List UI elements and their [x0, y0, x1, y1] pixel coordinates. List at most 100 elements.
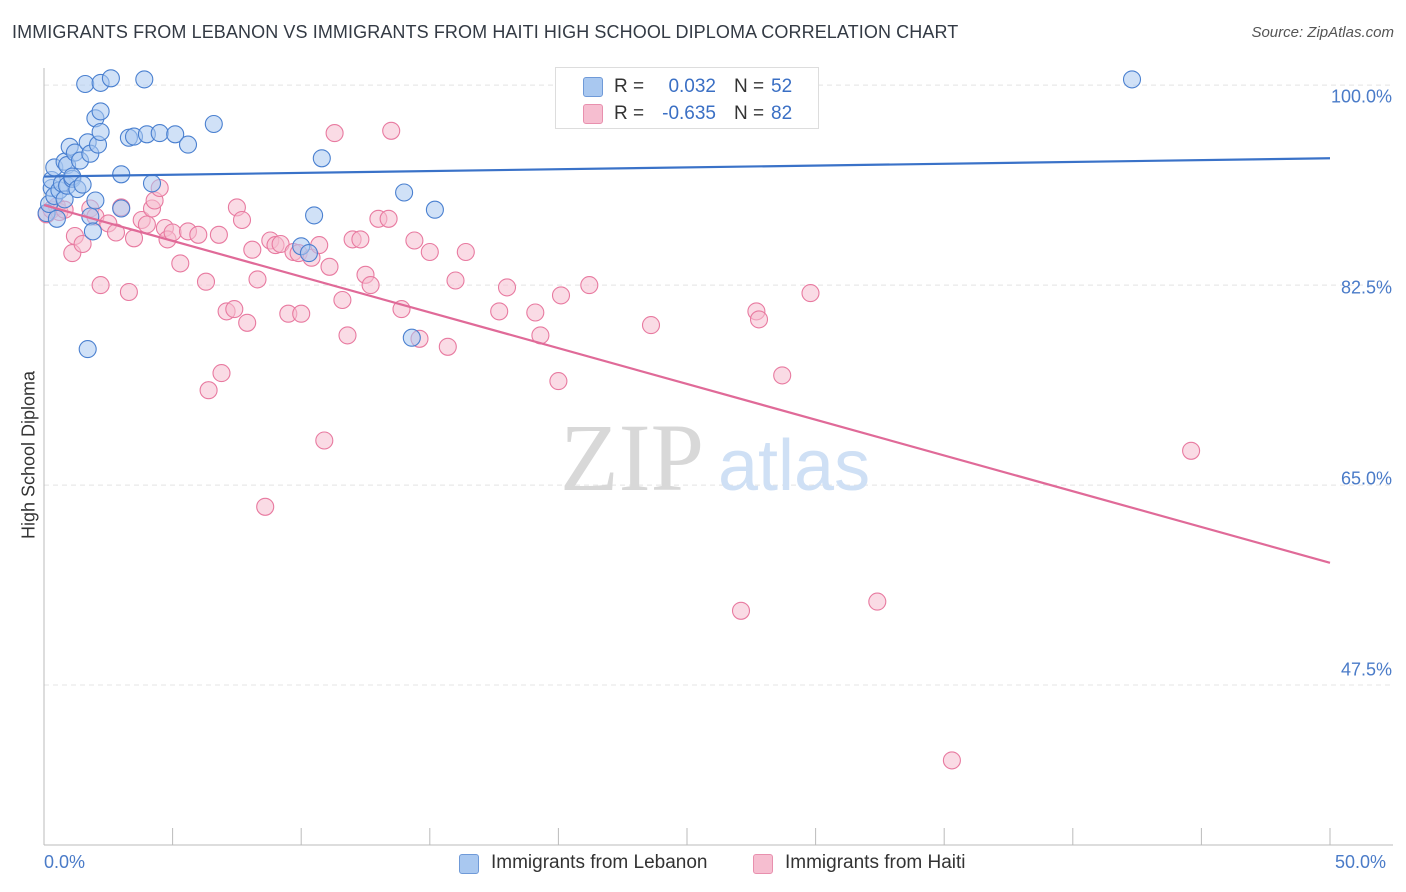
haiti-point: [351, 230, 370, 249]
trend-lines: [43, 157, 1331, 564]
haiti-point: [248, 270, 267, 289]
lebanon-point: [47, 209, 66, 228]
haiti-point: [91, 276, 110, 295]
grid-lines: [44, 84, 1393, 686]
lebanon-point: [91, 122, 110, 142]
haiti-point: [551, 286, 571, 305]
haiti-point: [801, 284, 820, 303]
legend-row-lebanon: R = 0.032 N = 52: [556, 74, 818, 100]
haiti-point: [243, 240, 262, 259]
lebanon-point: [299, 244, 318, 263]
haiti-point: [580, 276, 599, 295]
haiti-point: [405, 231, 424, 250]
lebanon-legend-label: Immigrants from Lebanon: [491, 852, 708, 873]
haiti-point: [641, 316, 661, 335]
lebanon-point: [1122, 70, 1142, 89]
haiti-point: [315, 431, 334, 450]
watermark-atlas: atlas: [718, 426, 870, 506]
lebanon-point: [402, 328, 421, 347]
haiti-point: [196, 272, 216, 291]
haiti-point: [338, 326, 357, 345]
source-label: Source: ZipAtlas.com: [1251, 24, 1394, 41]
n-label: N =: [734, 103, 765, 124]
haiti-swatch: [583, 104, 603, 124]
lebanon-point: [312, 149, 331, 168]
haiti-point: [773, 366, 792, 385]
haiti-point: [292, 304, 311, 323]
r-label: R =: [614, 103, 645, 124]
n-label: N =: [734, 76, 765, 97]
haiti-point: [73, 234, 92, 254]
haiti-n-value: 82: [771, 103, 793, 124]
haiti-point: [333, 290, 352, 310]
lebanon-point: [178, 135, 198, 154]
lebanon-point: [86, 191, 105, 210]
haiti-point: [212, 364, 231, 383]
lebanon-point: [73, 175, 92, 194]
haiti-point: [119, 282, 138, 302]
haiti-point: [731, 601, 751, 620]
y-tick-82-5: 82.5%: [1340, 277, 1392, 298]
haiti-point: [189, 225, 208, 244]
haiti-point: [438, 337, 457, 356]
chart-title: IMMIGRANTS FROM LEBANON VS IMMIGRANTS FR…: [12, 22, 959, 42]
watermark: ZIP atlas: [560, 404, 870, 511]
y-tick-65: 65.0%: [1340, 468, 1392, 489]
haiti-point: [749, 310, 769, 329]
haiti-point: [868, 592, 887, 611]
haiti-point: [456, 242, 475, 262]
r-label: R =: [614, 76, 645, 97]
lebanon-point: [78, 340, 97, 359]
y-tick-47-5: 47.5%: [1340, 659, 1392, 680]
haiti-point: [361, 276, 380, 295]
lebanon-swatch: [583, 77, 603, 97]
haiti-point: [209, 225, 228, 244]
haiti-point: [420, 242, 439, 262]
haiti-point: [232, 210, 252, 230]
lebanon-point: [135, 70, 154, 89]
haiti-point: [271, 234, 290, 254]
x-tick-min: 0.0%: [44, 852, 86, 872]
haiti-point: [490, 302, 509, 321]
legend-row-haiti: R = -0.635 N = 82: [556, 101, 818, 127]
haiti-point: [549, 372, 568, 391]
haiti-point: [320, 257, 339, 276]
lebanon-point: [305, 206, 324, 225]
lebanon-trend-line: [43, 157, 1331, 178]
haiti-r-value: -0.635: [662, 103, 716, 124]
haiti-point: [199, 381, 218, 400]
lebanon-point: [150, 124, 169, 143]
haiti-legend-swatch: [753, 854, 773, 874]
haiti-point: [497, 278, 517, 297]
haiti-point: [225, 300, 244, 319]
haiti-point: [942, 751, 961, 770]
haiti-point: [256, 497, 275, 516]
lebanon-n-value: 52: [771, 76, 793, 97]
haiti-point: [238, 313, 257, 332]
lebanon-point: [83, 222, 102, 241]
watermark-zip: ZIP: [560, 404, 704, 511]
data-points: [37, 69, 1201, 770]
lebanon-point: [395, 183, 414, 202]
x-tick-max: 50.0%: [1335, 852, 1387, 872]
lebanon-legend-swatch: [459, 854, 479, 874]
haiti-point: [446, 271, 465, 290]
haiti-point: [379, 209, 398, 228]
y-tick-100: 100.0%: [1330, 86, 1392, 107]
lebanon-point: [142, 174, 162, 193]
haiti-legend-label: Immigrants from Haiti: [785, 852, 966, 873]
haiti-point: [526, 303, 545, 322]
lebanon-point: [112, 199, 131, 218]
lebanon-point: [76, 74, 95, 94]
lebanon-point: [204, 114, 223, 134]
lebanon-point: [425, 200, 444, 219]
correlation-legend: R = 0.032 N = 52 R = -0.635 N = 82: [555, 67, 819, 129]
lebanon-r-value: 0.032: [668, 76, 716, 97]
haiti-point: [137, 215, 156, 234]
lebanon-point: [101, 69, 120, 88]
lebanon-point: [91, 102, 110, 121]
haiti-point: [171, 254, 190, 273]
haiti-point: [325, 124, 344, 143]
lebanon-point: [166, 125, 185, 144]
